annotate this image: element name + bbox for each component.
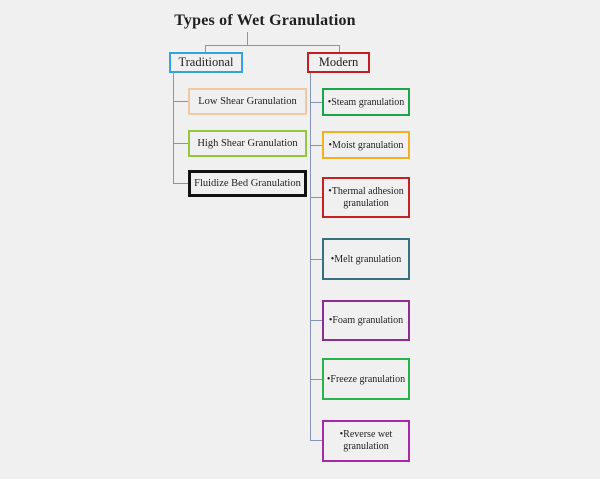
node-moist-granulation: •Moist granulation xyxy=(322,131,410,159)
connector-tick-melt xyxy=(310,259,322,260)
node-melt-label: •Melt granulation xyxy=(330,253,402,265)
connector-drop-modern xyxy=(339,45,340,52)
node-reverse-wet-granulation: •Reverse wet granulation xyxy=(322,420,410,462)
node-freeze-label: •Freeze granulation xyxy=(326,373,406,385)
connector-tick-high-shear xyxy=(173,143,188,144)
node-moist-label: •Moist granulation xyxy=(328,139,404,151)
connector-tick-steam xyxy=(310,102,322,103)
connector-tick-moist xyxy=(310,145,322,146)
node-freeze-granulation: •Freeze granulation xyxy=(322,358,410,400)
node-fluidize-bed-label: Fluidize Bed Granulation xyxy=(194,178,301,189)
connector-top-horizontal xyxy=(205,45,340,46)
node-melt-granulation: •Melt granulation xyxy=(322,238,410,280)
node-foam-label: •Foam granulation xyxy=(328,315,404,326)
node-modern: Modern xyxy=(307,52,370,73)
node-foam-granulation: •Foam granulation xyxy=(322,300,410,341)
connector-tick-fluidize-bed xyxy=(173,183,188,184)
node-high-shear-label: High Shear Granulation xyxy=(197,138,298,149)
connector-tick-foam xyxy=(310,320,322,321)
connector-tick-low-shear xyxy=(173,101,188,102)
connector-title-stub xyxy=(247,32,248,45)
node-thermal-adhesion-granulation: •Thermal adhesion granulation xyxy=(322,177,410,218)
node-steam-label: •Steam granulation xyxy=(327,96,405,108)
connector-tick-thermal xyxy=(310,197,322,198)
node-low-shear-label: Low Shear Granulation xyxy=(198,96,297,107)
node-fluidize-bed-granulation: Fluidize Bed Granulation xyxy=(188,170,307,197)
node-thermal-label: •Thermal adhesion granulation xyxy=(328,185,404,209)
connector-tick-reverse xyxy=(310,440,322,441)
diagram-title: Types of Wet Granulation xyxy=(174,12,356,29)
node-traditional-label: Traditional xyxy=(178,55,234,69)
connector-tick-freeze xyxy=(310,379,322,380)
node-low-shear-granulation: Low Shear Granulation xyxy=(188,88,307,115)
node-high-shear-granulation: High Shear Granulation xyxy=(188,130,307,157)
connector-modern-spine xyxy=(310,73,311,441)
node-reverse-wet-label: •Reverse wet granulation xyxy=(339,429,393,452)
node-modern-label: Modern xyxy=(318,55,359,69)
connector-traditional-spine xyxy=(173,73,174,183)
node-traditional: Traditional xyxy=(169,52,243,73)
connector-drop-traditional xyxy=(205,45,206,52)
node-steam-granulation: •Steam granulation xyxy=(322,88,410,116)
